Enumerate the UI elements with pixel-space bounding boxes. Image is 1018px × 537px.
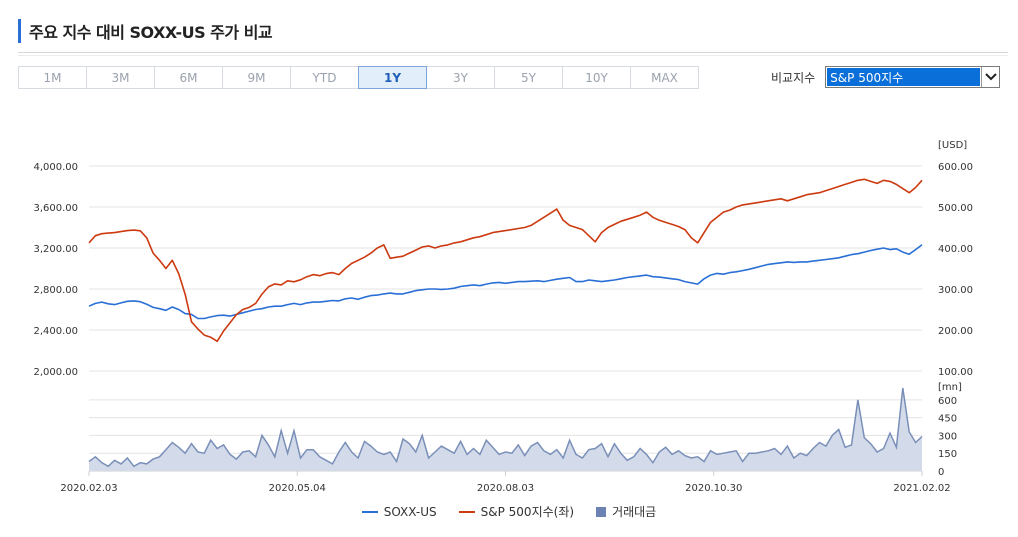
right-axis-tick: 500.00 bbox=[938, 203, 973, 214]
x-axis-tick: 2021.02.02 bbox=[893, 483, 950, 494]
legend-item[interactable]: S&P 500지수(좌) bbox=[458, 503, 575, 520]
compare-index-select[interactable]: S&P 500지수 bbox=[825, 66, 1001, 88]
compare-label: 비교지수 bbox=[771, 70, 816, 85]
period-tab-9m[interactable]: 9M bbox=[222, 66, 291, 89]
chevron-down-icon[interactable] bbox=[981, 67, 999, 87]
divider bbox=[18, 52, 1008, 53]
volume-axis-unit: [mn] bbox=[938, 382, 962, 393]
right-axis-tick: 300.00 bbox=[938, 285, 973, 296]
title-bar: 주요 지수 대비 SOXX-US 주가 비교 bbox=[18, 19, 273, 43]
legend-label: 거래대금 bbox=[612, 505, 657, 519]
volume-area bbox=[89, 388, 922, 471]
x-axis-tick: 2020.02.03 bbox=[60, 483, 117, 494]
x-axis-tick: 2020.08.03 bbox=[477, 483, 534, 494]
period-tab-1m[interactable]: 1M bbox=[18, 66, 87, 89]
right-axis-tick: 400.00 bbox=[938, 244, 973, 255]
volume-axis-tick: 450 bbox=[938, 414, 957, 425]
period-tab-6m[interactable]: 6M bbox=[154, 66, 223, 89]
divider bbox=[18, 55, 1008, 56]
left-axis-tick: 2,800.00 bbox=[33, 285, 78, 296]
period-tab-10y[interactable]: 10Y bbox=[562, 66, 631, 89]
right-axis-tick: 100.00 bbox=[938, 367, 973, 378]
x-axis-tick: 2020.10.30 bbox=[685, 483, 742, 494]
period-tab-max[interactable]: MAX bbox=[630, 66, 699, 89]
volume-axis-tick: 0 bbox=[938, 467, 944, 478]
legend-swatch bbox=[596, 506, 607, 517]
left-axis-tick: 2,000.00 bbox=[33, 367, 78, 378]
legend-item[interactable]: 거래대금 bbox=[596, 503, 656, 520]
right-axis-unit: [USD] bbox=[938, 140, 967, 151]
volume-axis-tick: 150 bbox=[938, 449, 957, 460]
x-axis-tick: 2020.05.04 bbox=[269, 483, 326, 494]
legend-item[interactable]: SOXX-US bbox=[361, 503, 437, 520]
page-title: 주요 지수 대비 SOXX-US 주가 비교 bbox=[29, 23, 273, 42]
compare-index-control: 비교지수 S&P 500지수 bbox=[771, 66, 1001, 88]
legend-label: S&P 500지수(좌) bbox=[480, 505, 575, 519]
right-axis-tick: 600.00 bbox=[938, 162, 973, 173]
period-tab-1y[interactable]: 1Y bbox=[358, 66, 427, 89]
volume-axis-tick: 300 bbox=[938, 431, 957, 442]
sp500-line bbox=[88, 178, 923, 343]
compare-index-value: S&P 500지수 bbox=[827, 68, 981, 86]
legend-label: SOXX-US bbox=[383, 504, 437, 519]
chart-legend: SOXX-US S&P 500지수(좌) 거래대금 bbox=[0, 503, 1018, 520]
legend-swatch bbox=[458, 510, 475, 513]
left-axis-tick: 3,600.00 bbox=[33, 203, 78, 214]
right-axis-tick: 200.00 bbox=[938, 326, 973, 337]
left-axis-tick: 3,200.00 bbox=[33, 244, 78, 255]
period-tab-5y[interactable]: 5Y bbox=[494, 66, 563, 89]
volume-line bbox=[88, 387, 923, 468]
left-axis-tick: 2,400.00 bbox=[33, 326, 78, 337]
period-tab-ytd[interactable]: YTD bbox=[290, 66, 359, 89]
soxx-line bbox=[88, 244, 923, 320]
period-tabs: 1M 3M 6M 9M YTD 1Y 3Y 5Y 10Y MAX bbox=[18, 66, 699, 89]
left-axis-tick: 4,000.00 bbox=[33, 162, 78, 173]
legend-swatch bbox=[361, 510, 378, 513]
period-tab-3m[interactable]: 3M bbox=[86, 66, 155, 89]
volume-axis-tick: 600 bbox=[938, 396, 957, 407]
